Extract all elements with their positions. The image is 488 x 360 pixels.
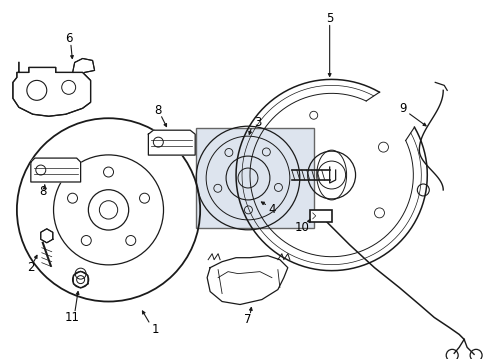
Bar bbox=[309, 210, 331, 222]
Text: 11: 11 bbox=[65, 311, 80, 324]
Text: 8: 8 bbox=[39, 185, 46, 198]
Polygon shape bbox=[13, 62, 90, 116]
Polygon shape bbox=[31, 158, 81, 182]
Text: 2: 2 bbox=[27, 261, 35, 274]
Polygon shape bbox=[73, 58, 94, 72]
Text: 4: 4 bbox=[267, 203, 275, 216]
Text: 8: 8 bbox=[154, 104, 162, 117]
Text: 9: 9 bbox=[399, 102, 407, 115]
Text: 5: 5 bbox=[325, 12, 333, 25]
Polygon shape bbox=[41, 229, 53, 243]
Polygon shape bbox=[148, 130, 195, 155]
Text: 1: 1 bbox=[151, 323, 159, 336]
Text: 6: 6 bbox=[65, 32, 72, 45]
Bar bbox=[196, 128, 313, 228]
Text: 7: 7 bbox=[244, 313, 251, 326]
Text: 3: 3 bbox=[254, 116, 261, 129]
Polygon shape bbox=[207, 256, 287, 305]
Text: 10: 10 bbox=[294, 221, 308, 234]
